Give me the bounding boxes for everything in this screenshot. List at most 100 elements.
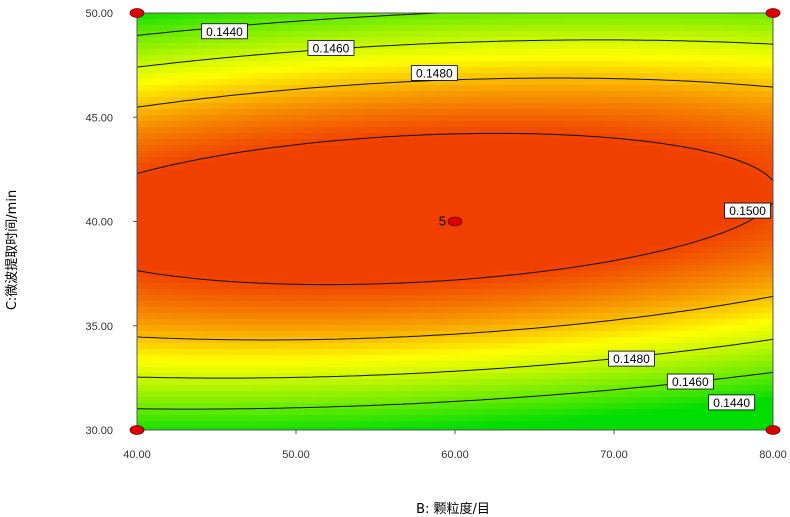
contour-fill-cell (191, 367, 198, 374)
contour-fill-cell (401, 175, 408, 182)
contour-fill-cell (347, 55, 354, 62)
contour-fill-cell (335, 133, 342, 140)
contour-fill-cell (407, 157, 414, 164)
contour-fill-cell (359, 175, 366, 182)
contour-fill-cell (395, 43, 402, 50)
contour-fill-cell (521, 97, 528, 104)
contour-fill-cell (179, 145, 186, 152)
contour-fill-cell (239, 73, 246, 80)
contour-fill-cell (401, 103, 408, 110)
contour-fill-cell (323, 403, 330, 410)
contour-fill-cell (539, 13, 546, 20)
contour-fill-cell (509, 25, 516, 32)
contour-fill-cell (389, 175, 396, 182)
contour-fill-cell (413, 403, 420, 410)
contour-fill-cell (491, 223, 498, 230)
contour-fill-cell (161, 145, 168, 152)
contour-fill-cell (287, 391, 294, 398)
contour-fill-cell (401, 127, 408, 134)
contour-fill-cell (365, 235, 372, 242)
contour-fill-cell (185, 37, 192, 44)
contour-fill-cell (227, 265, 234, 272)
contour-fill-cell (527, 313, 534, 320)
contour-fill-cell (191, 319, 198, 326)
contour-fill-cell (329, 247, 336, 254)
contour-fill-cell (473, 223, 480, 230)
contour-fill-cell (335, 421, 342, 428)
contour-fill-cell (191, 361, 198, 368)
contour-fill-cell (305, 415, 312, 422)
contour-fill-cell (533, 223, 540, 230)
contour-fill-cell (251, 55, 258, 62)
contour-fill-cell (341, 337, 348, 344)
contour-fill-cell (143, 169, 150, 176)
contour-fill-cell (515, 349, 522, 356)
contour-fill-cell (359, 337, 366, 344)
contour-fill-cell (317, 247, 324, 254)
contour-fill-cell (155, 289, 162, 296)
contour-fill-cell (263, 391, 270, 398)
contour-fill-cell (329, 325, 336, 332)
contour-fill-cell (149, 43, 156, 50)
contour-fill-cell (557, 25, 564, 32)
contour-fill-cell (347, 343, 354, 350)
contour-fill-cell (245, 205, 252, 212)
contour-fill-cell (143, 313, 150, 320)
contour-fill-cell (509, 385, 516, 392)
contour-fill-cell (419, 109, 426, 116)
contour-fill-cell (245, 19, 252, 26)
contour-fill-cell (521, 145, 528, 152)
contour-fill-cell (563, 91, 570, 98)
contour-fill-cell (269, 367, 276, 374)
contour-fill-cell (335, 163, 342, 170)
contour-fill-cell (323, 349, 330, 356)
contour-fill-cell (437, 289, 444, 296)
contour-fill-cell (431, 241, 438, 248)
contour-fill-cell (311, 235, 318, 242)
contour-fill-cell (437, 43, 444, 50)
contour-fill-cell (317, 169, 324, 176)
contour-fill-cell (263, 217, 270, 224)
contour-fill-cell (407, 409, 414, 416)
contour-fill-cell (527, 121, 534, 128)
contour-fill-cell (557, 139, 564, 146)
contour-fill-cell (401, 217, 408, 224)
contour-fill-cell (431, 373, 438, 380)
contour-fill-cell (299, 229, 306, 236)
contour-fill-cell (431, 367, 438, 374)
contour-fill-cell (335, 55, 342, 62)
contour-fill-cell (239, 133, 246, 140)
contour-fill-cell (533, 229, 540, 236)
contour-fill-cell (353, 391, 360, 398)
contour-fill-cell (527, 289, 534, 296)
contour-fill-cell (293, 247, 300, 254)
contour-fill-cell (401, 385, 408, 392)
contour-fill-cell (497, 13, 504, 20)
contour-fill-cell (437, 295, 444, 302)
contour-fill-cell (443, 253, 450, 260)
contour-fill-cell (473, 13, 480, 20)
contour-fill-cell (329, 157, 336, 164)
contour-fill-cell (503, 337, 510, 344)
contour-fill-cell (209, 331, 216, 338)
contour-fill-cell (323, 187, 330, 194)
contour-fill-cell (239, 187, 246, 194)
contour-fill-cell (539, 49, 546, 56)
contour-fill-cell (305, 97, 312, 104)
contour-fill-cell (515, 133, 522, 140)
contour-fill-cell (269, 79, 276, 86)
contour-fill-cell (443, 19, 450, 26)
contour-fill-cell (413, 103, 420, 110)
contour-fill-cell (167, 73, 174, 80)
contour-fill-cell (473, 265, 480, 272)
contour-fill-cell (155, 103, 162, 110)
contour-fill-cell (347, 265, 354, 272)
contour-fill-cell (305, 283, 312, 290)
contour-fill-cell (443, 259, 450, 266)
contour-fill-cell (473, 61, 480, 68)
contour-fill-cell (173, 181, 180, 188)
contour-fill-cell (251, 307, 258, 314)
contour-fill-cell (365, 181, 372, 188)
contour-fill-cell (191, 97, 198, 104)
contour-fill-cell (419, 133, 426, 140)
